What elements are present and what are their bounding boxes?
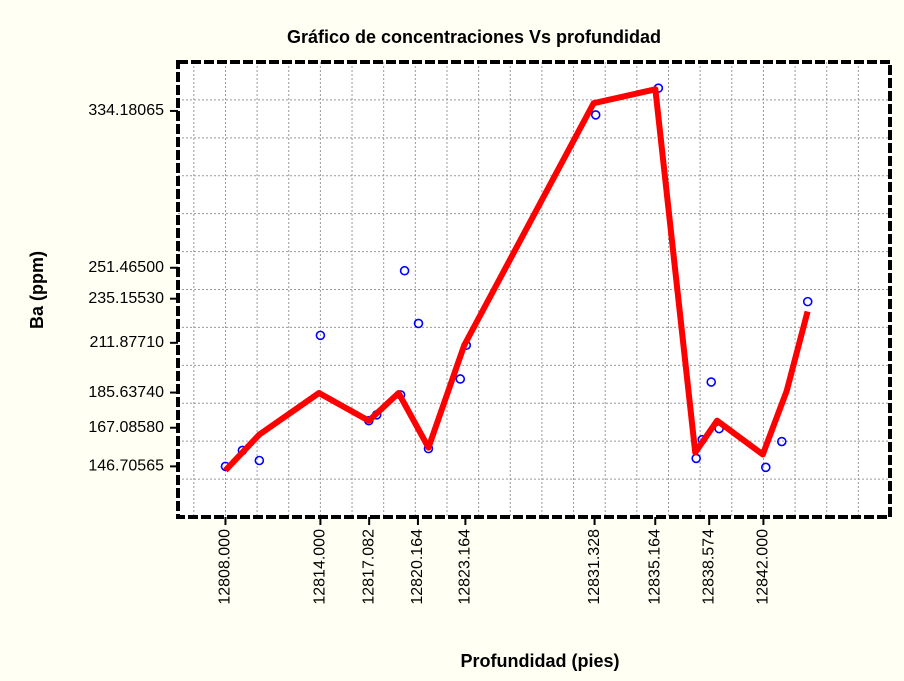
- plot-frame: [176, 60, 892, 519]
- chart-title: Gráfico de concentraciones Vs profundida…: [287, 27, 661, 47]
- x-tick-label: 12814.000: [312, 529, 329, 605]
- x-tick-label: 12823.164: [457, 529, 474, 605]
- y-axis-label: Ba (ppm): [27, 251, 47, 329]
- data-point: [413, 318, 424, 329]
- x-tick-label: 12835.164: [646, 529, 663, 605]
- x-tick-label: 12831.328: [586, 529, 603, 605]
- data-point: [706, 377, 717, 387]
- x-tick-label: 12808.000: [217, 529, 234, 605]
- y-tick-label: 167.08580: [88, 419, 164, 436]
- trend-line: [223, 86, 811, 473]
- y-tick-label: 185.63740: [88, 384, 164, 401]
- y-tick-label: 146.70565: [88, 458, 164, 475]
- y-tick-label: 235.15530: [88, 290, 164, 307]
- data-point: [776, 436, 787, 447]
- data-point: [455, 374, 466, 384]
- y-tick-label: 334.18065: [88, 102, 164, 119]
- x-tick-label: 12820.164: [409, 529, 426, 605]
- data-point: [315, 330, 326, 341]
- x-axis-label: Profundidad (pies): [461, 651, 620, 671]
- data-point: [399, 265, 410, 276]
- x-tick-label: 12842.000: [755, 529, 772, 605]
- data-point: [590, 110, 601, 120]
- data-point: [802, 296, 813, 307]
- x-tick-label: 12838.574: [700, 529, 717, 605]
- x-tick-label: 12817.082: [360, 529, 377, 605]
- y-tick-label: 211.87710: [90, 334, 165, 351]
- y-tick-label: 251.46500: [88, 259, 164, 276]
- data-point: [254, 455, 265, 466]
- data-point: [760, 462, 771, 473]
